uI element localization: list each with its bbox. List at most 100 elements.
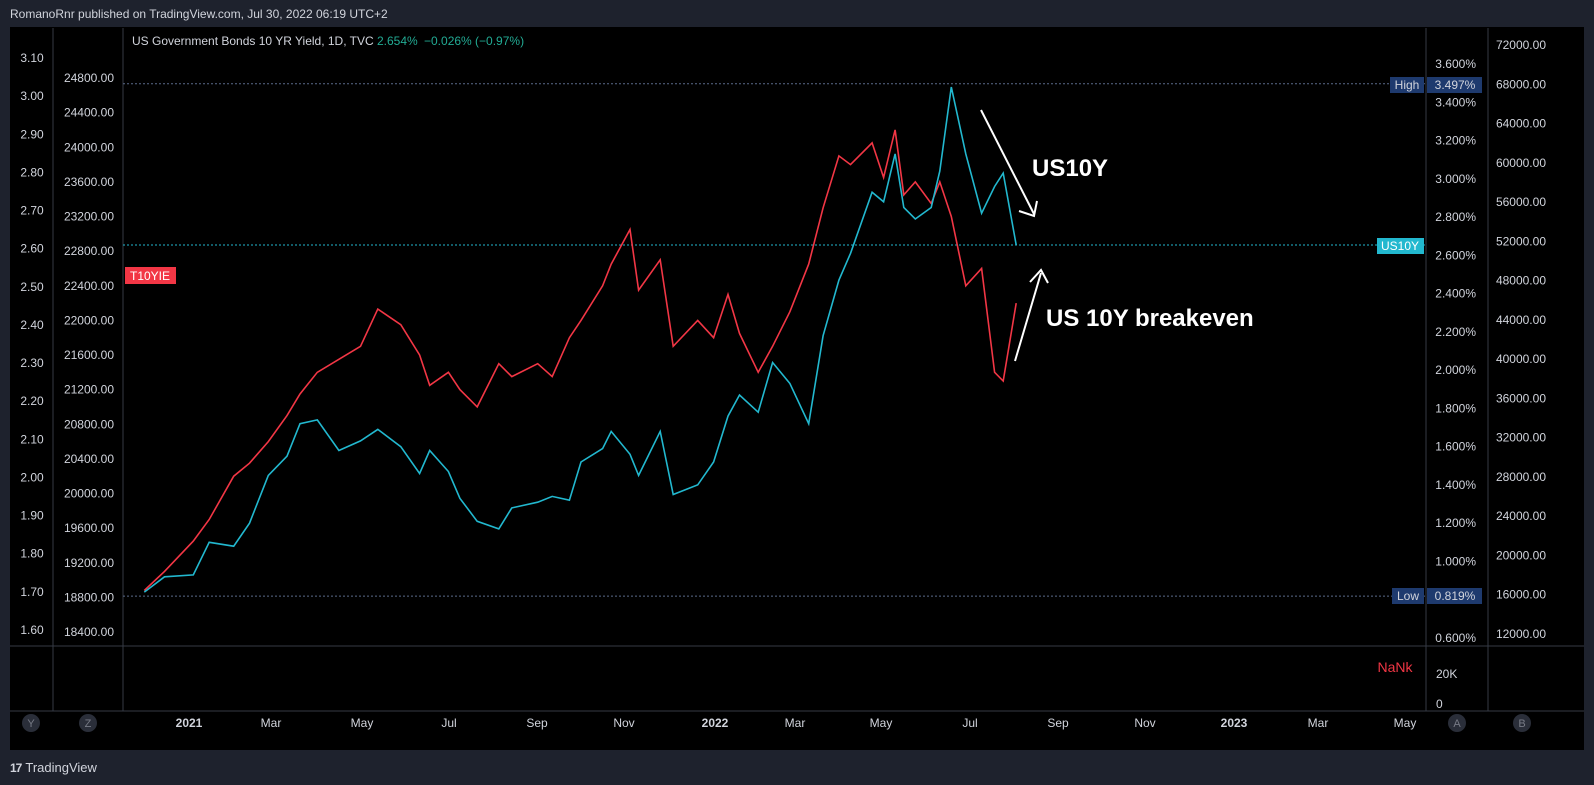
x-tick: 2022	[702, 716, 729, 730]
series-line-us10y[interactable]	[143, 86, 1017, 593]
scale-button-a[interactable]: A	[1448, 714, 1466, 732]
left-inner-tick: 20400.00	[64, 452, 114, 466]
right-outer-tick: 44000.00	[1496, 313, 1546, 327]
us10y-tag-label: US10Y	[1381, 239, 1419, 253]
tradingview-logo-icon: 17	[10, 760, 22, 775]
right-outer-tick: 28000.00	[1496, 470, 1546, 484]
volume-tick-0: 0	[1436, 697, 1443, 711]
left-inner-tick: 22400.00	[64, 279, 114, 293]
x-tick: Jul	[962, 716, 977, 730]
x-tick: May	[870, 716, 893, 730]
legend-change: −0.026% (−0.97%)	[424, 34, 524, 48]
right-outer-tick: 52000.00	[1496, 234, 1546, 248]
left-outer-tick: 3.10	[20, 51, 44, 65]
left-inner-tick: 19200.00	[64, 556, 114, 570]
x-tick: Sep	[1047, 716, 1069, 730]
left-inner-tick: 19600.00	[64, 521, 114, 535]
published-header: RomanoRnr published on TradingView.com, …	[10, 7, 388, 21]
scale-button-z[interactable]: Z	[79, 714, 97, 732]
svg-text:Z: Z	[85, 718, 92, 730]
scale-button-y[interactable]: Y	[22, 714, 40, 732]
right-inner-tick: 1.600%	[1435, 440, 1476, 454]
left-outer-tick: 1.70	[20, 585, 44, 599]
right-inner-tick: 1.200%	[1435, 516, 1476, 530]
volume-tick-20k: 20K	[1436, 667, 1457, 681]
left-inner-tick: 21200.00	[64, 383, 114, 397]
right-outer-tick: 24000.00	[1496, 509, 1546, 523]
left-outer-tick: 2.00	[20, 470, 44, 484]
low-label-box	[1392, 588, 1424, 604]
left-inner-tick: 18800.00	[64, 590, 114, 604]
left-inner-axis: 24800.00 24400.00 24000.00 23600.00 23200.00…	[64, 71, 114, 639]
left-inner-tick: 23600.00	[64, 175, 114, 189]
us10y-down-arrow	[980, 109, 1038, 218]
t10yie-price-tag	[125, 267, 176, 284]
right-outer-tick: 56000.00	[1496, 195, 1546, 209]
right-outer-tick: 48000.00	[1496, 274, 1546, 288]
left-outer-tick: 2.20	[20, 394, 44, 408]
left-inner-tick: 21600.00	[64, 348, 114, 362]
low-label: Low	[1397, 589, 1419, 603]
right-inner-tick: 2.000%	[1435, 363, 1476, 377]
left-inner-tick: 24400.00	[64, 106, 114, 120]
left-outer-tick: 1.90	[20, 509, 44, 523]
footer-brand-label: TradingView	[25, 760, 97, 775]
left-outer-tick: 2.10	[20, 432, 44, 446]
right-inner-tick: 3.400%	[1435, 95, 1476, 109]
right-inner-tick: 2.800%	[1435, 210, 1476, 224]
right-outer-tick: 12000.00	[1496, 627, 1546, 641]
right-outer-tick: 16000.00	[1496, 588, 1546, 602]
annotation-breakeven: US 10Y breakeven	[1046, 305, 1254, 332]
high-value: 3.497%	[1435, 78, 1476, 92]
right-inner-tick: 1.000%	[1435, 554, 1476, 568]
legend-symbol: US Government Bonds 10 YR Yield, 1D, TVC	[132, 34, 374, 48]
x-tick: Jul	[441, 716, 456, 730]
time-axis: 2021 Mar May Jul Sep Nov 2022 Mar May Jul Sep Nov 20…	[176, 716, 1417, 730]
x-tick: Nov	[1134, 716, 1155, 730]
left-outer-tick: 1.80	[20, 547, 44, 561]
left-outer-axis: 3.10 3.00 2.90 2.80 2.70 2.60 2.50 2.40 2.30 2.20…	[20, 51, 44, 637]
x-tick: 2021	[176, 716, 203, 730]
t10yie-tag-label: T10YIE	[130, 269, 170, 283]
left-inner-tick: 18400.00	[64, 625, 114, 639]
series-line-t10yie[interactable]	[143, 129, 1017, 592]
right-inner-tick: 3.000%	[1435, 172, 1476, 186]
right-outer-tick: 20000.00	[1496, 548, 1546, 562]
low-value: 0.819%	[1435, 589, 1476, 603]
x-tick: Sep	[526, 716, 548, 730]
right-inner-tick: 2.600%	[1435, 248, 1476, 262]
footer-brand[interactable]: 17 TradingView	[10, 760, 97, 775]
left-outer-tick: 2.50	[20, 280, 44, 294]
right-inner-tick: 0.600%	[1435, 631, 1476, 645]
breakeven-up-arrow	[1014, 268, 1049, 362]
left-outer-tick: 1.60	[20, 623, 44, 637]
left-outer-tick: 2.40	[20, 318, 44, 332]
right-outer-axis: 72000.00 68000.00 64000.00 60000.00 56000.00…	[1496, 38, 1546, 641]
us10y-price-tag	[1377, 238, 1424, 254]
left-inner-tick: 20800.00	[64, 417, 114, 431]
left-outer-tick: 2.70	[20, 204, 44, 218]
x-tick: Nov	[613, 716, 634, 730]
scale-button-b[interactable]: B	[1513, 714, 1531, 732]
x-tick: Mar	[785, 716, 806, 730]
volume-value: NaNk	[1377, 659, 1413, 675]
left-outer-tick: 2.30	[20, 356, 44, 370]
right-outer-tick: 32000.00	[1496, 431, 1546, 445]
left-outer-tick: 2.90	[20, 127, 44, 141]
right-outer-tick: 72000.00	[1496, 38, 1546, 52]
right-outer-tick: 40000.00	[1496, 352, 1546, 366]
right-outer-tick: 36000.00	[1496, 391, 1546, 405]
left-outer-tick: 2.80	[20, 165, 44, 179]
left-outer-tick: 3.00	[20, 89, 44, 103]
right-outer-tick: 60000.00	[1496, 156, 1546, 170]
right-outer-tick: 68000.00	[1496, 77, 1546, 91]
left-inner-tick: 24000.00	[64, 140, 114, 154]
right-inner-tick: 1.400%	[1435, 478, 1476, 492]
x-tick: 2023	[1221, 716, 1248, 730]
right-inner-tick: 1.800%	[1435, 401, 1476, 415]
svg-text:Y: Y	[27, 718, 35, 730]
right-inner-tick: 2.400%	[1435, 287, 1476, 301]
svg-text:B: B	[1518, 718, 1525, 730]
right-inner-tick: 2.200%	[1435, 325, 1476, 339]
